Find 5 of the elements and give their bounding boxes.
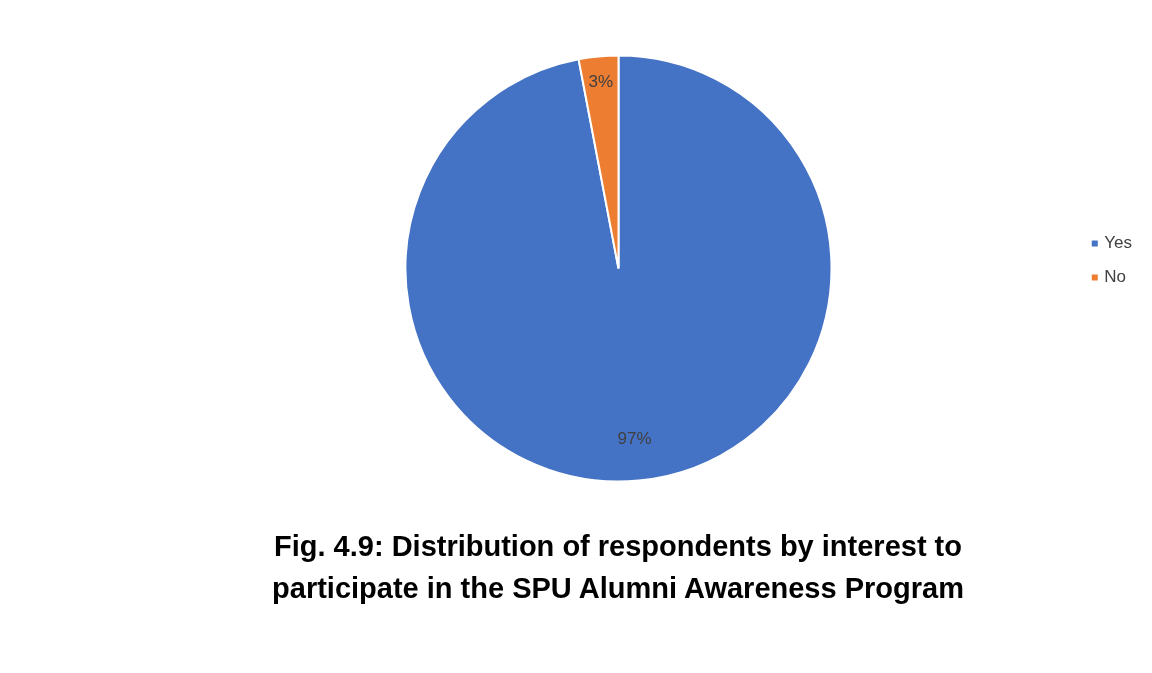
- text: Fig. 4.9: Distribution of respondents by interest to participate in the SPU Alumni Awareness Program: [271, 529, 965, 607]
- legend-label: No: [1104, 267, 1126, 287]
- legend-label: Yes: [1104, 233, 1132, 253]
- data-label: 97%: [617, 428, 652, 448]
- data-label: 3%: [588, 72, 614, 92]
